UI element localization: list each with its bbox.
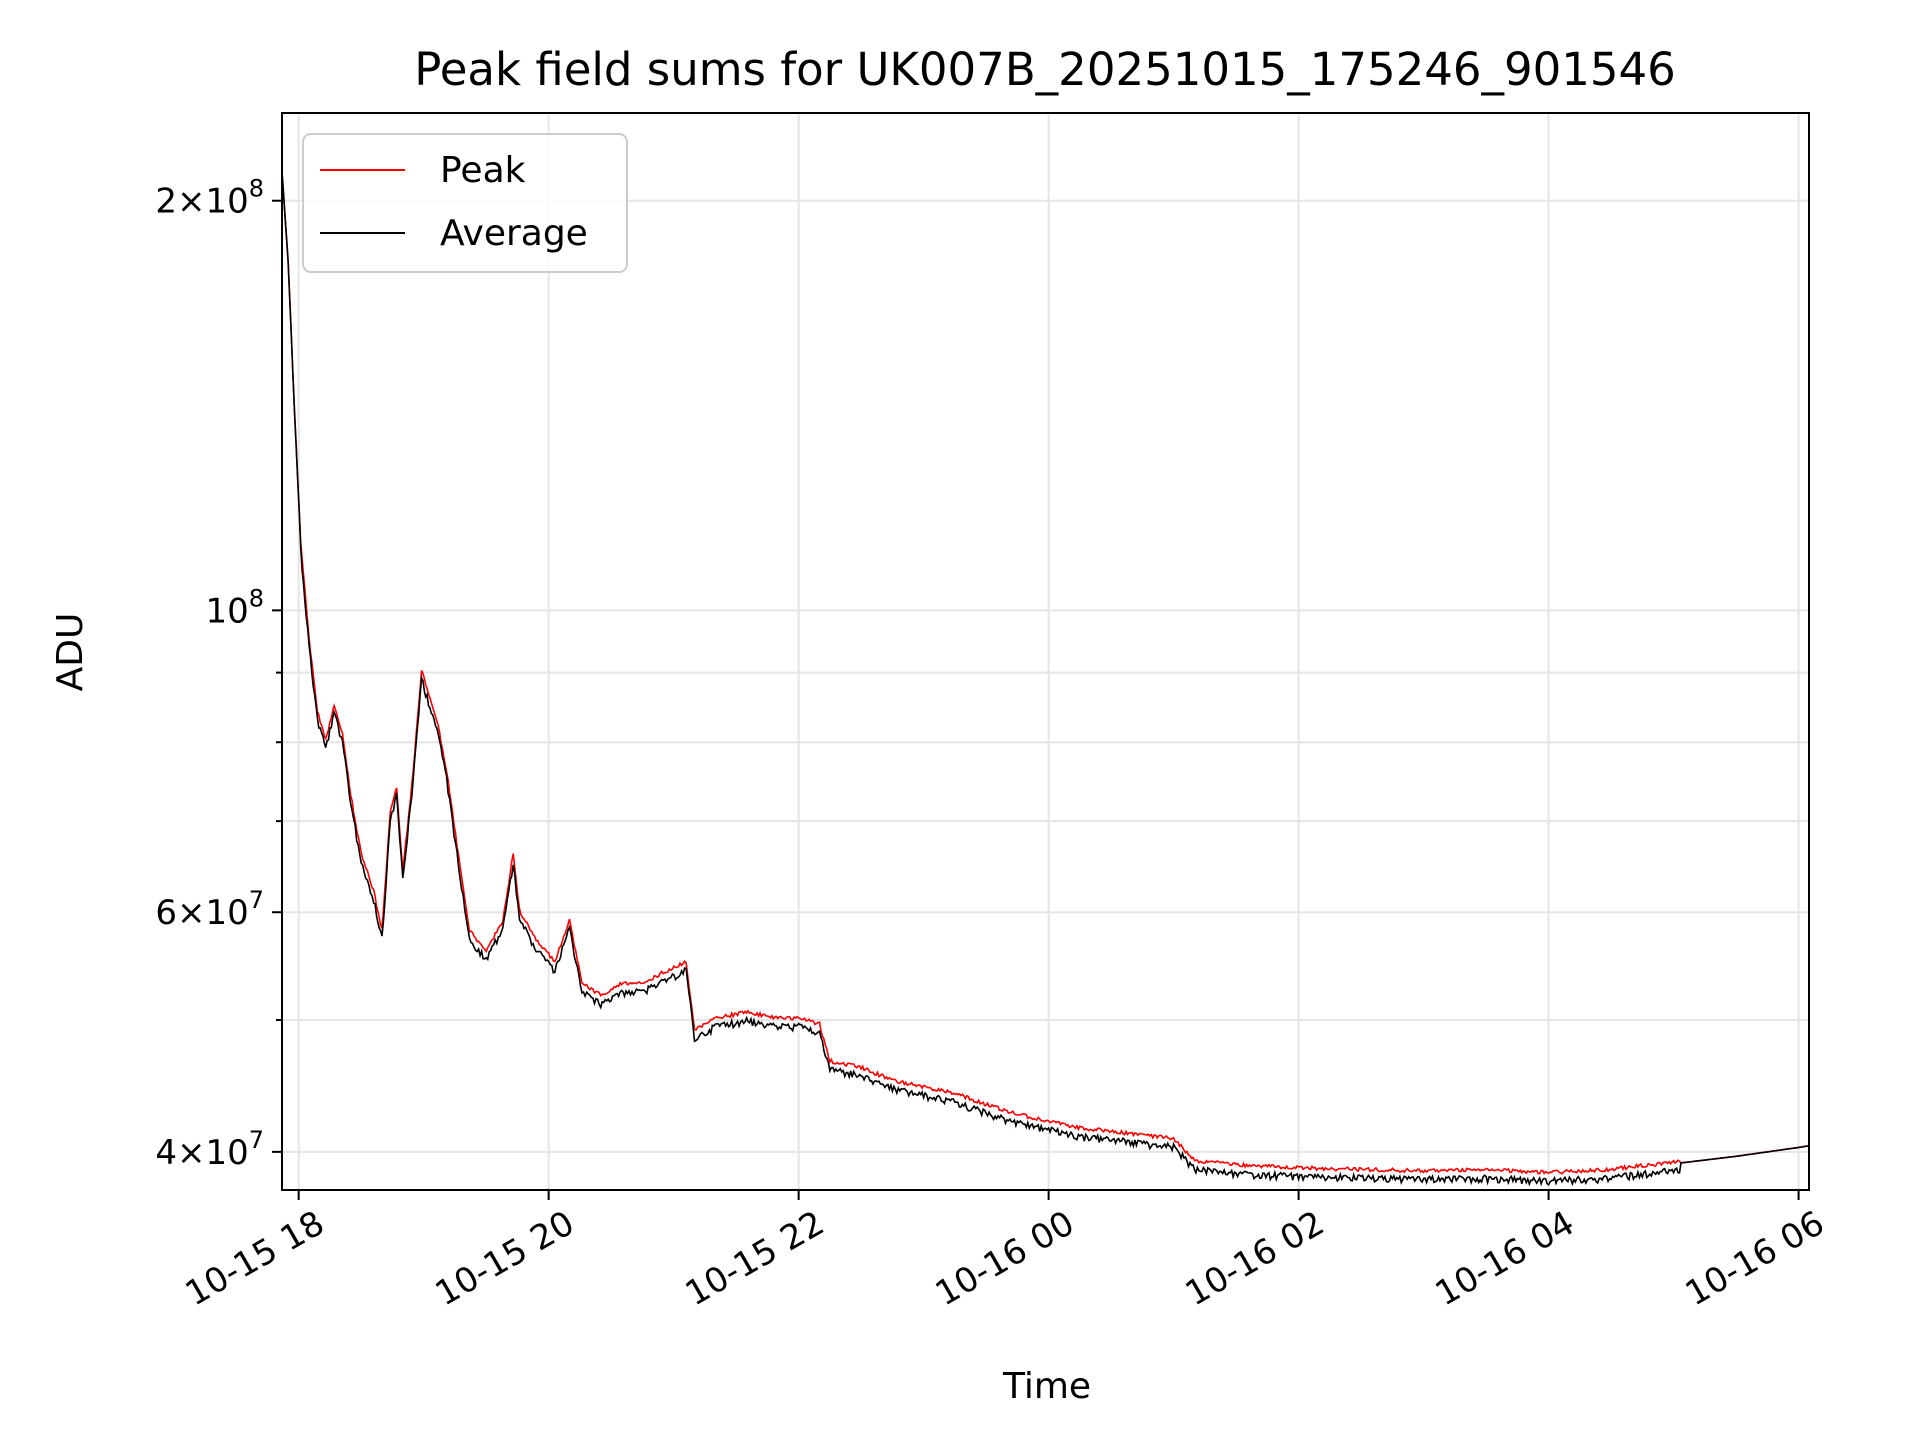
series-line-peak [282,171,1809,1175]
y-tick-label: 4×107 [155,1126,264,1173]
y-axis: 4×107 6×107 108 2×108 [155,175,282,1173]
grid [282,113,1809,1190]
legend-label-peak: Peak [440,150,526,191]
plot-series [282,171,1809,1187]
y-tick-label: 2×108 [155,175,264,222]
y-tick-label: 108 [205,584,264,631]
y-axis-title: ADU [50,613,91,692]
chart-title: Peak field sums for UK007B_20251015_1752… [414,43,1676,96]
y-tick-label: 6×107 [155,886,264,933]
plot-frame [281,112,1810,1191]
legend-box [302,133,628,273]
legend-label-average: Average [440,213,588,254]
x-axis-title: Time [1002,1366,1091,1407]
series-line-average [282,171,1809,1187]
legend: Peak Average [302,133,628,273]
